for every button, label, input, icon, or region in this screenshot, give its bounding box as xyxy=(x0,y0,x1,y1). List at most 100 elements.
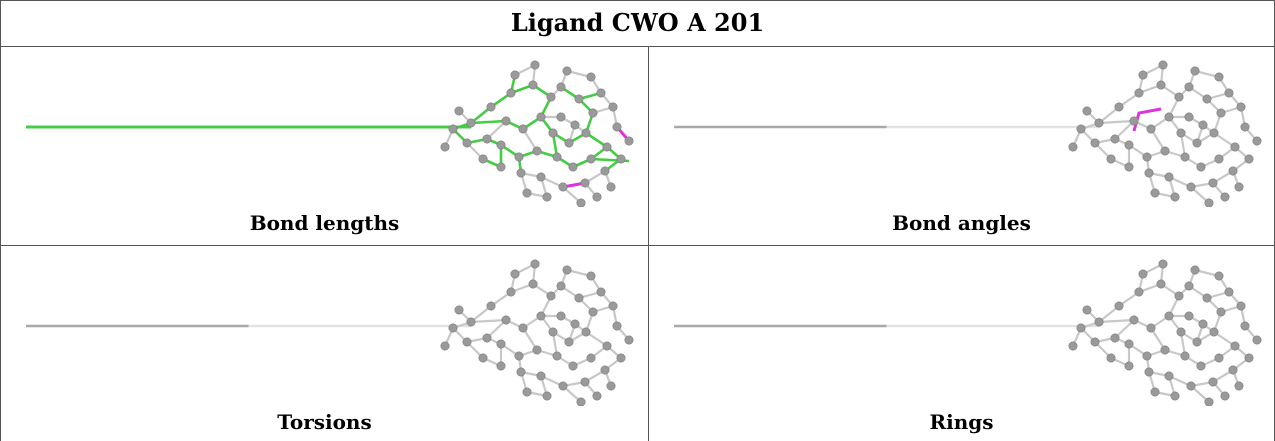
atom xyxy=(616,154,626,164)
atom xyxy=(588,307,598,317)
molecule-image-bond-angles xyxy=(674,60,1262,207)
atom xyxy=(486,102,496,112)
panel-bond-angles: Bond angles xyxy=(649,47,1274,245)
atom xyxy=(570,319,580,329)
atom xyxy=(586,72,596,82)
atom xyxy=(1209,128,1219,138)
atom xyxy=(1214,72,1224,82)
atom xyxy=(1124,140,1134,150)
atom xyxy=(501,315,511,325)
atom xyxy=(564,138,574,148)
atom xyxy=(1110,134,1120,144)
atom xyxy=(518,124,528,134)
atom xyxy=(516,168,526,178)
atom xyxy=(558,381,568,391)
atom xyxy=(1234,182,1244,192)
atom xyxy=(1198,319,1208,329)
atom xyxy=(596,88,606,98)
atom xyxy=(448,323,458,333)
atom xyxy=(1174,92,1184,102)
atom xyxy=(1230,142,1240,152)
atom xyxy=(1190,66,1200,76)
atom xyxy=(552,351,562,361)
atom xyxy=(1186,381,1196,391)
bond xyxy=(470,318,507,324)
atom xyxy=(1144,168,1154,178)
atom xyxy=(1240,321,1250,331)
atom xyxy=(454,106,464,116)
atom xyxy=(624,136,634,146)
bond xyxy=(1098,318,1135,324)
atom xyxy=(624,335,634,345)
atom xyxy=(1214,271,1224,281)
atom xyxy=(602,142,612,152)
atom xyxy=(1090,337,1100,347)
atom xyxy=(536,311,546,321)
atom xyxy=(542,391,552,401)
atom xyxy=(1134,88,1144,98)
atom xyxy=(548,327,558,337)
atom xyxy=(1158,259,1168,269)
atom xyxy=(1164,311,1174,321)
atom xyxy=(1204,198,1214,207)
atom xyxy=(1224,287,1234,297)
atom xyxy=(574,94,584,104)
atom xyxy=(1230,341,1240,351)
atom xyxy=(1208,377,1218,387)
atom xyxy=(518,323,528,333)
atom xyxy=(556,311,566,321)
atom xyxy=(1164,172,1174,182)
atom xyxy=(1146,323,1156,333)
atom xyxy=(501,116,511,126)
atom xyxy=(1134,287,1144,297)
atom xyxy=(1076,124,1086,134)
atom xyxy=(506,88,516,98)
atom xyxy=(510,70,520,80)
atom xyxy=(1150,387,1160,397)
atom xyxy=(1106,154,1116,164)
atom xyxy=(496,361,506,371)
atom xyxy=(556,112,566,122)
atom xyxy=(1138,70,1148,80)
atom xyxy=(1160,146,1170,156)
atom xyxy=(1184,281,1194,291)
atom xyxy=(1138,269,1148,279)
atom xyxy=(608,102,618,112)
atom xyxy=(496,339,506,349)
atom xyxy=(440,341,450,351)
caption-bond-angles: Bond angles xyxy=(892,211,1031,235)
caption-torsions: Torsions xyxy=(277,410,372,434)
atom xyxy=(510,269,520,279)
atom xyxy=(1160,345,1170,355)
border-top xyxy=(0,0,1275,1)
atom xyxy=(478,154,488,164)
caption-rings: Rings xyxy=(929,410,994,434)
atom xyxy=(1129,315,1139,325)
atom xyxy=(1068,341,1078,351)
atom xyxy=(1244,353,1254,363)
atom xyxy=(548,128,558,138)
atom xyxy=(506,287,516,297)
atom xyxy=(552,152,562,162)
atom xyxy=(1196,361,1206,371)
atom xyxy=(1158,60,1168,70)
atom xyxy=(1176,128,1186,138)
atom xyxy=(556,82,566,92)
atom xyxy=(1124,339,1134,349)
atom xyxy=(536,371,546,381)
atom xyxy=(1214,353,1224,363)
atom xyxy=(1190,265,1200,275)
atom xyxy=(1094,317,1104,327)
atom xyxy=(1146,124,1156,134)
panel-torsions: Torsions xyxy=(1,246,648,441)
atom xyxy=(592,391,602,401)
atom xyxy=(1184,311,1194,321)
atom xyxy=(1224,88,1234,98)
atom xyxy=(1068,142,1078,152)
atom xyxy=(581,128,591,138)
atom xyxy=(1110,333,1120,343)
atom xyxy=(532,345,542,355)
atom xyxy=(546,92,556,102)
atom xyxy=(1170,192,1180,202)
border-middle xyxy=(0,245,1275,246)
